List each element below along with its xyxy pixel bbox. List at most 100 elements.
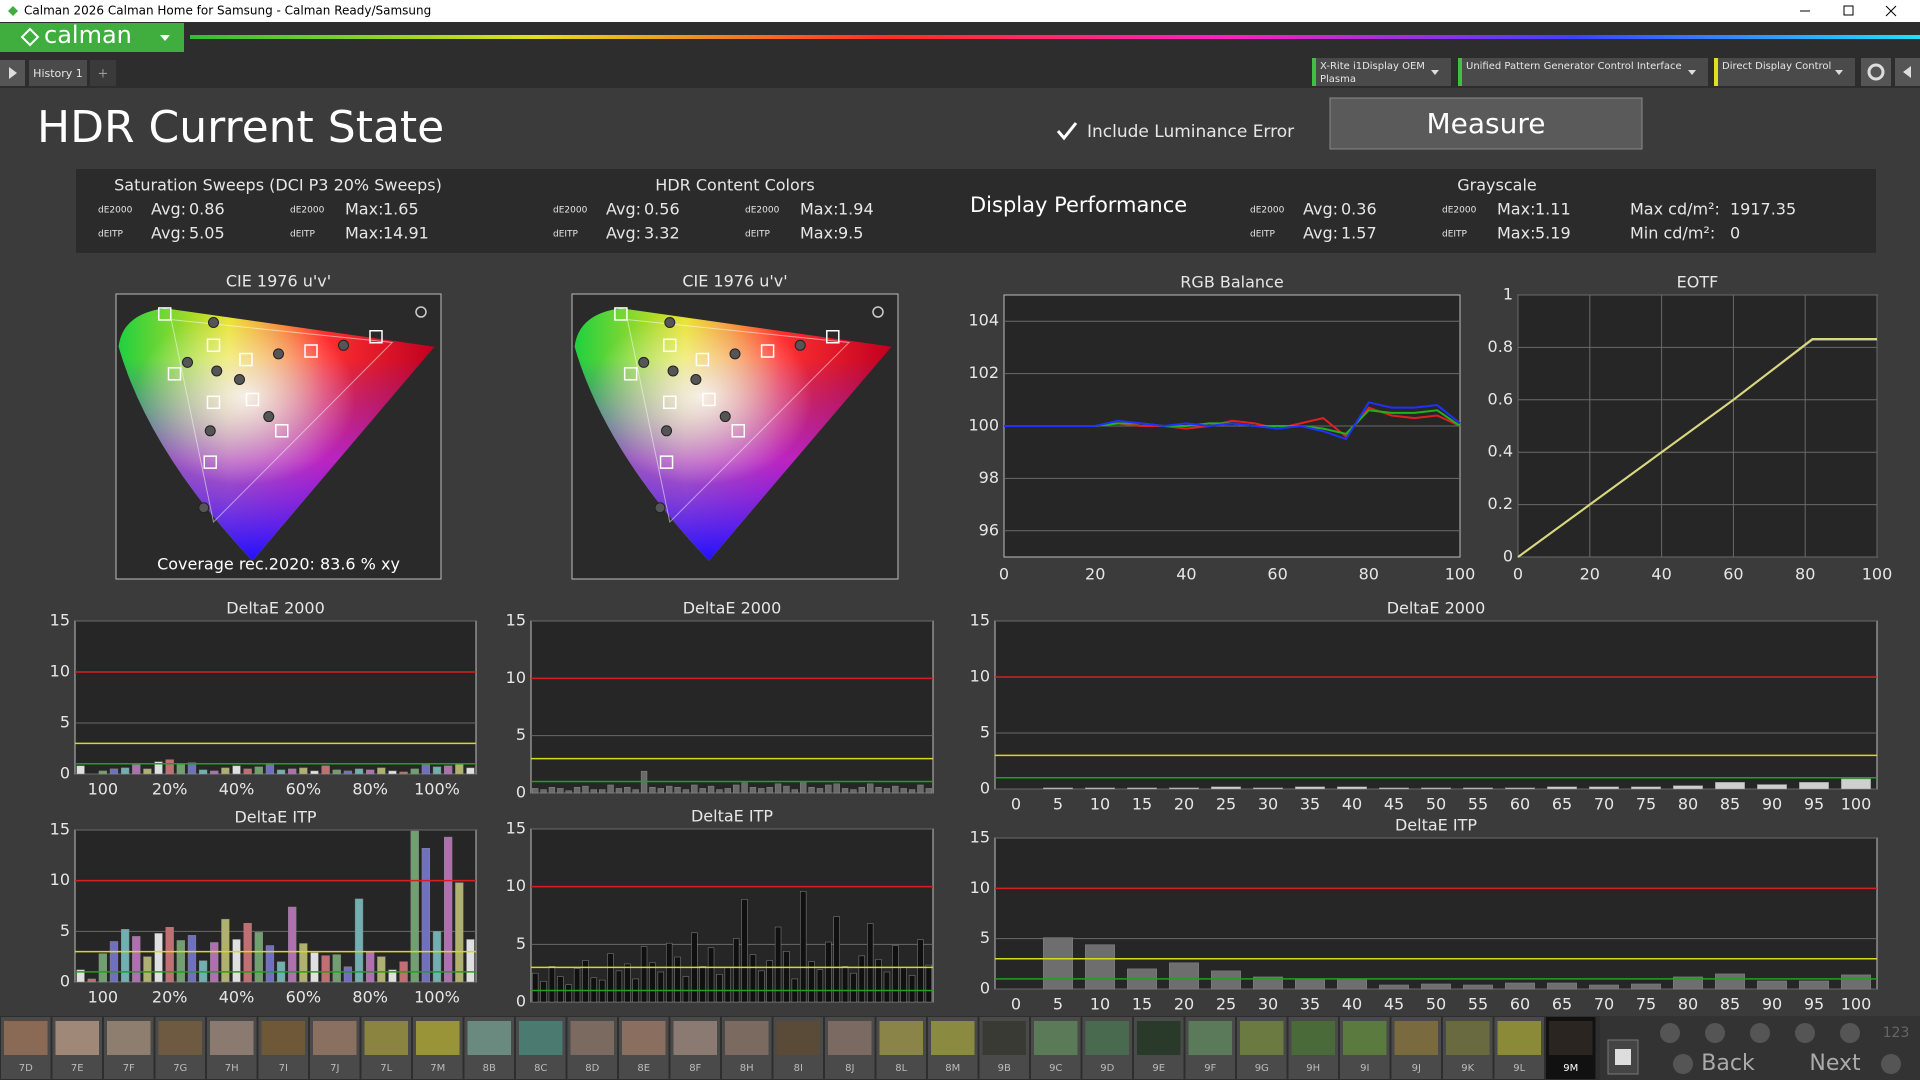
device-tab[interactable]	[1714, 58, 1855, 86]
plot-area	[994, 837, 1878, 990]
y-tick-label: 0	[516, 783, 526, 802]
bar	[666, 942, 673, 1003]
bar	[716, 789, 723, 794]
swatch-color	[1497, 1021, 1541, 1055]
bar	[1169, 787, 1199, 790]
x-tick-label: 65	[1552, 795, 1572, 814]
next-button[interactable]: Next	[1809, 1051, 1861, 1076]
swatch-label: 8B	[483, 1063, 496, 1074]
bar	[109, 768, 119, 775]
swatch-label: 8I	[794, 1063, 803, 1074]
bar	[825, 784, 832, 794]
bar	[833, 916, 840, 1003]
rainbow-bar	[190, 35, 1920, 39]
swatch-label: 8M	[945, 1063, 960, 1074]
gamut-diagram	[118, 308, 435, 561]
bar	[749, 787, 757, 794]
stop-icon	[1615, 1049, 1631, 1065]
loop-button[interactable]	[1795, 1023, 1815, 1043]
bar	[657, 788, 664, 794]
x-tick-label: 60%	[286, 988, 322, 1007]
device-tab[interactable]	[1312, 58, 1451, 86]
chart-title: DeltaE ITP	[234, 808, 316, 827]
device-dropdown[interactable]	[1688, 70, 1696, 75]
metric-value: 1917.35	[1730, 200, 1796, 219]
device-dropdown[interactable]	[1835, 70, 1843, 75]
zoom-icon[interactable]	[415, 306, 427, 318]
device-label: Unified Pattern Generator Control Interf…	[1466, 61, 1682, 72]
logo-menu[interactable]	[0, 23, 184, 52]
logo-dropdown[interactable]	[160, 35, 170, 41]
measure-button[interactable]	[1329, 97, 1643, 150]
bar	[682, 976, 690, 1003]
maximize-button[interactable]	[1843, 5, 1854, 16]
swatch-label: 7I	[279, 1063, 288, 1074]
y-tick-label: 10	[970, 878, 990, 897]
bar	[674, 956, 681, 1003]
bar	[1799, 782, 1829, 790]
bar	[557, 788, 564, 794]
swatch-label: 7J	[330, 1063, 339, 1074]
stop-measure-button[interactable]	[1660, 1023, 1680, 1043]
bar	[388, 770, 397, 775]
swatch-color	[1394, 1021, 1438, 1055]
device-status	[1714, 58, 1718, 86]
device-dropdown[interactable]	[1431, 70, 1439, 75]
back-button[interactable]: Back	[1701, 1051, 1755, 1076]
bar	[221, 918, 230, 983]
bar	[649, 787, 656, 794]
swatch-label: 9M	[1563, 1063, 1578, 1074]
refresh-button[interactable]	[1840, 1023, 1860, 1043]
chart-title: CIE 1976 u'v'	[226, 272, 331, 291]
play-measure-button[interactable]	[1705, 1023, 1725, 1043]
bar	[624, 787, 631, 794]
zoom-icon[interactable]	[872, 306, 884, 318]
series-line	[1004, 401, 1461, 441]
bar	[1295, 786, 1325, 790]
save-button[interactable]	[1750, 1023, 1770, 1043]
settings-button[interactable]	[1861, 58, 1891, 86]
x-tick-label: 30	[1258, 795, 1278, 814]
bar	[674, 787, 681, 794]
metric-label: dE2000	[745, 206, 780, 216]
bar	[557, 976, 564, 1003]
x-tick-label: 45	[1384, 795, 1404, 814]
y-tick-label: 104	[968, 311, 999, 330]
target-marker	[719, 411, 731, 423]
close-button[interactable]	[1885, 5, 1897, 17]
bar	[716, 974, 723, 1003]
bar	[883, 971, 891, 1003]
bar	[1085, 944, 1115, 990]
bar	[758, 970, 765, 1003]
swatch-label: 8F	[689, 1063, 701, 1074]
x-tick-label: 60	[1510, 995, 1530, 1014]
bar	[640, 946, 648, 1003]
checkbox-label[interactable]: Include Luminance Error	[1087, 122, 1294, 142]
device-tab[interactable]	[1458, 58, 1708, 86]
add-tab-button[interactable]	[90, 60, 116, 86]
bar	[741, 782, 748, 794]
bar	[532, 972, 539, 1003]
x-tick-label: 100	[1841, 995, 1872, 1014]
bar	[774, 783, 782, 794]
bar	[76, 765, 85, 775]
swatch-label: 7E	[71, 1063, 84, 1074]
target-marker	[198, 502, 210, 514]
bar	[540, 980, 547, 1003]
bar	[1757, 784, 1787, 790]
bar	[724, 788, 731, 794]
bar	[1715, 973, 1745, 990]
metric-caption: Avg:	[1303, 200, 1338, 219]
swatch-label: 7G	[173, 1063, 187, 1074]
checkbox[interactable]	[1056, 122, 1078, 141]
bar	[657, 971, 664, 1003]
bar	[1715, 782, 1745, 790]
bar	[607, 784, 614, 794]
series-line	[1517, 338, 1877, 558]
target-marker	[760, 344, 775, 358]
y-tick-label: 5	[60, 921, 70, 940]
x-tick-label: 60	[1510, 795, 1530, 814]
bar	[565, 984, 572, 1003]
history-tab[interactable]	[29, 60, 87, 86]
metric-label: dE2000	[1442, 206, 1477, 216]
